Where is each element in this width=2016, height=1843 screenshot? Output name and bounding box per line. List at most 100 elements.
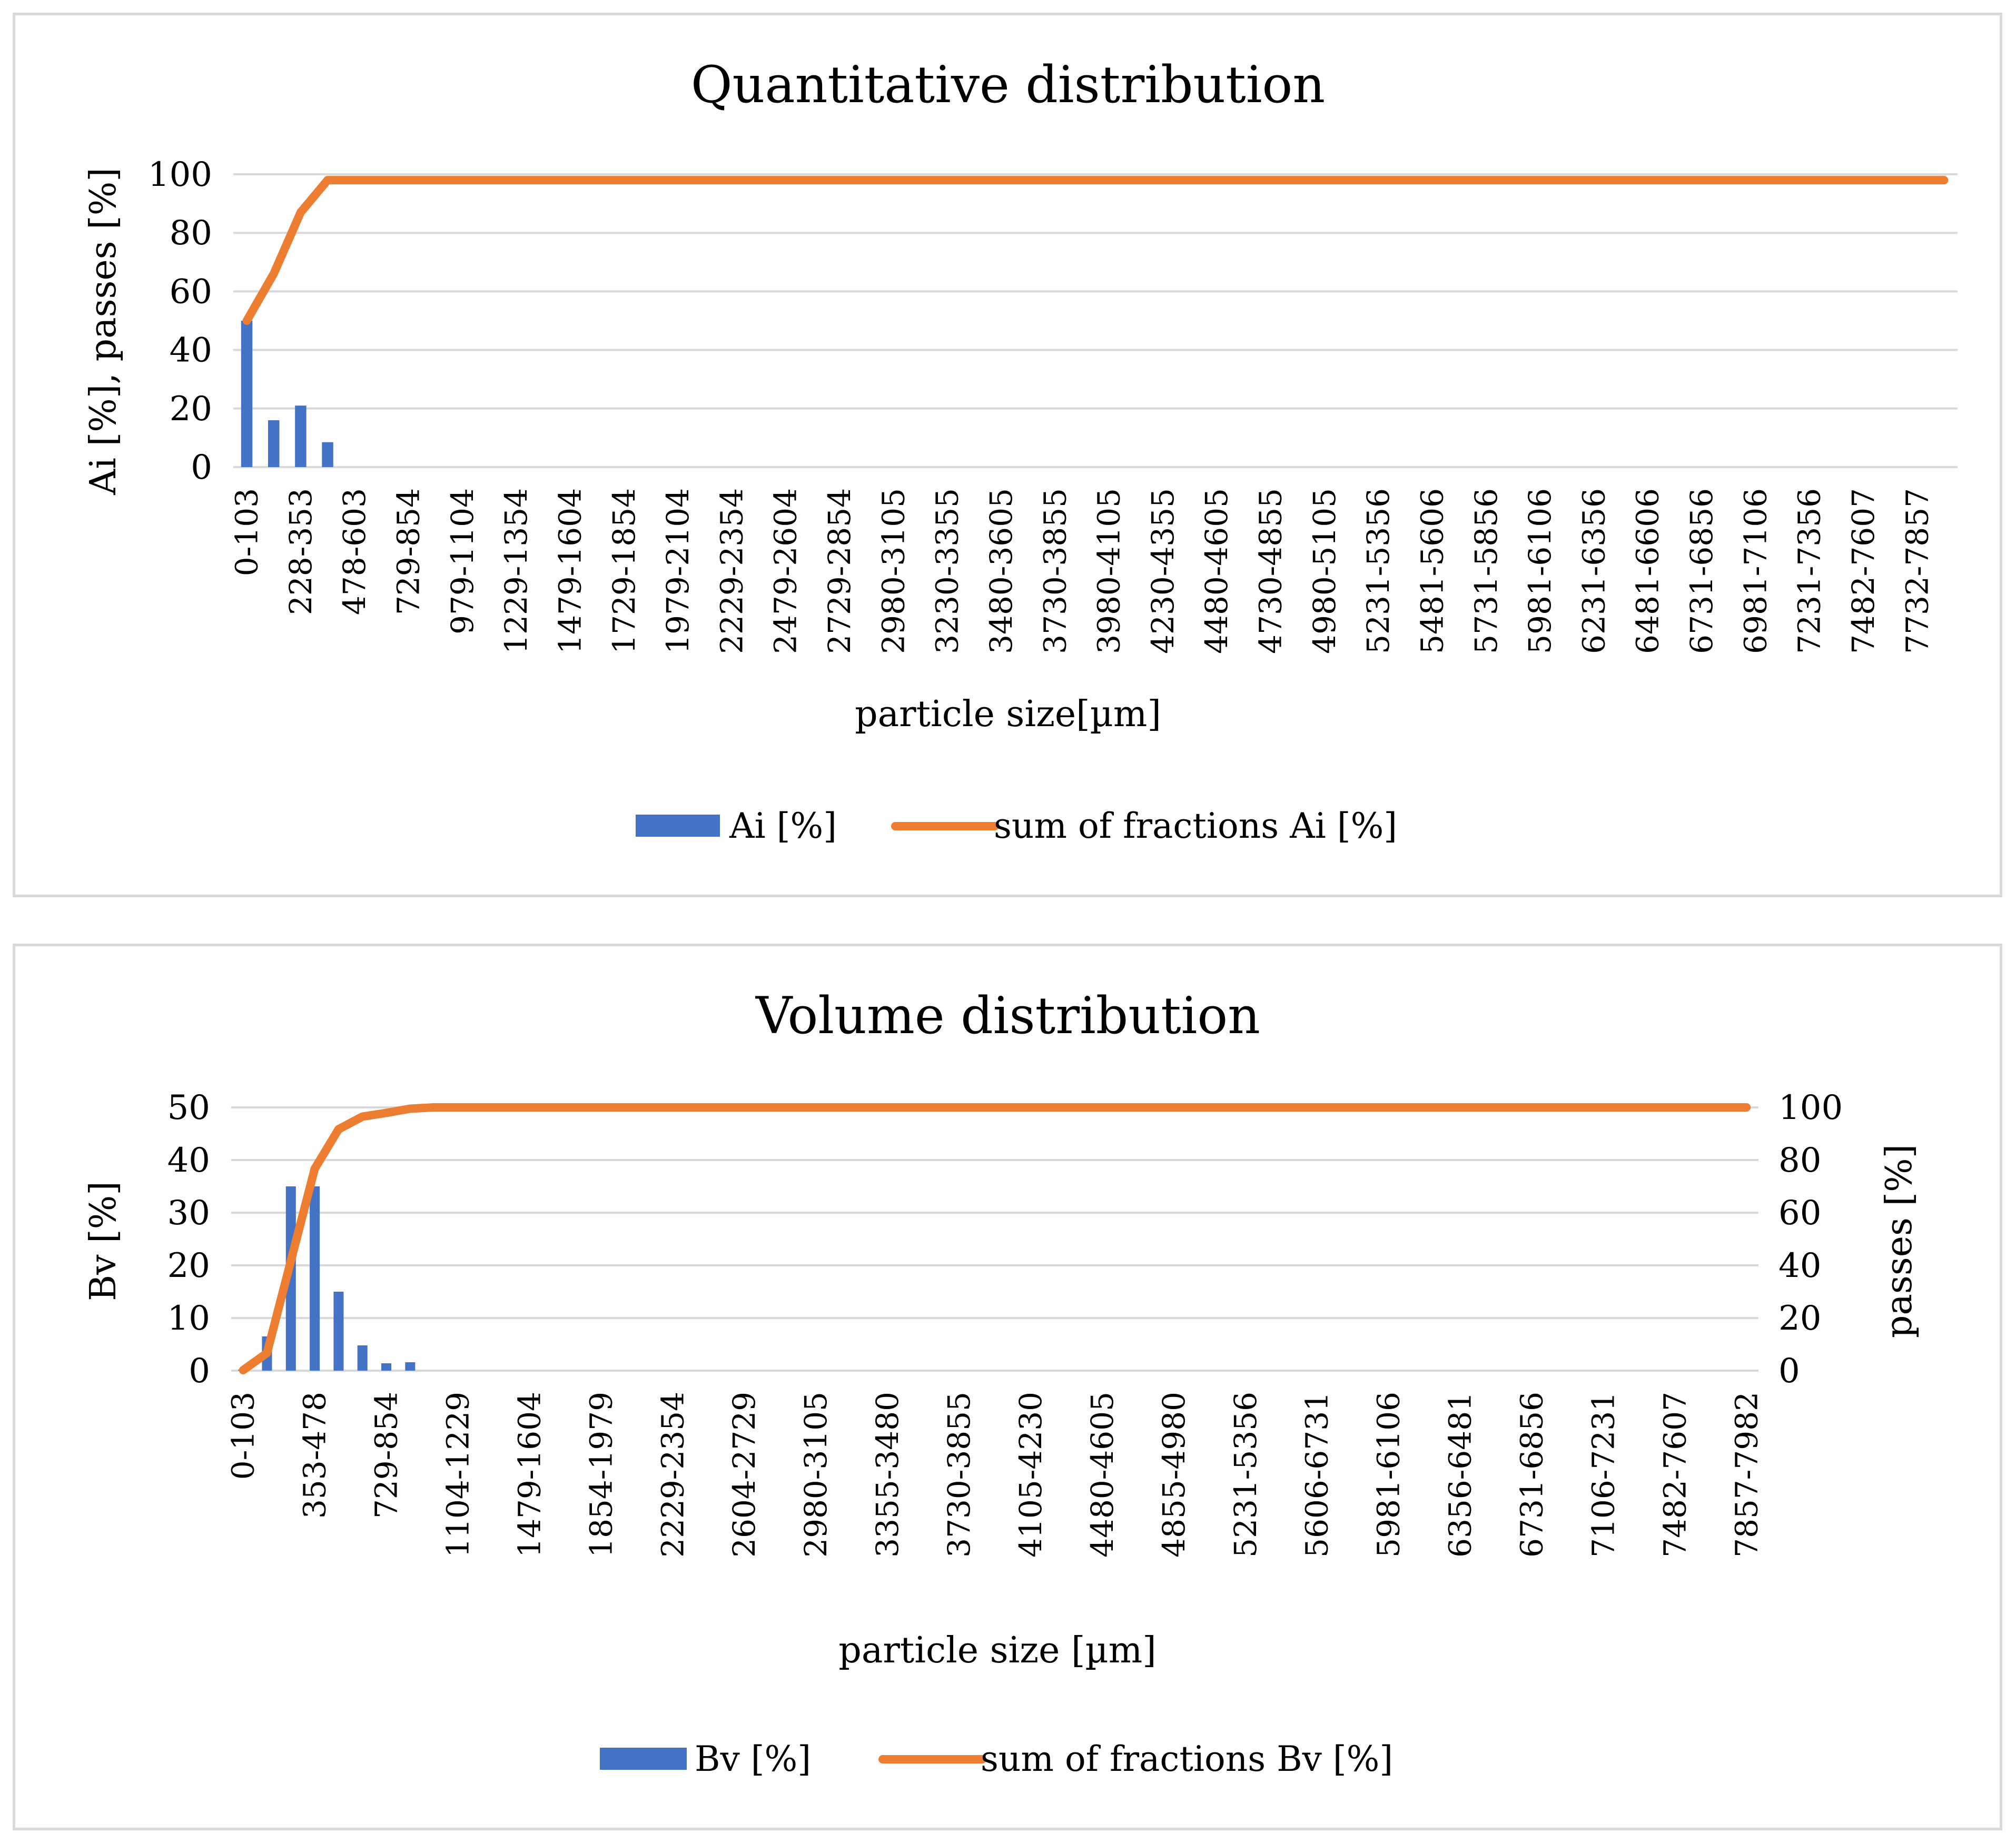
volume-chart: Volume distribution 0 10 20 30 40 50 0 20 40 60 8… xyxy=(83,986,1920,1779)
volume-chart-panel: Volume distribution 0 10 20 30 40 50 0 20 40 60 8… xyxy=(13,944,2002,1830)
y-tick-label: 40 xyxy=(170,331,212,370)
bar-603-729 xyxy=(357,1345,368,1371)
legend-label-line: sum of fractions Ai [%] xyxy=(994,806,1397,846)
bar-228-353 xyxy=(295,405,307,467)
x-axis-label: particle size [µm] xyxy=(838,1630,1156,1671)
legend-label-bar: Ai [%] xyxy=(729,806,837,846)
x-tick-label: 7482-7607 xyxy=(1657,1392,1693,1558)
legend: Bv [%] sum of fractions Bv [%] xyxy=(600,1739,1393,1779)
y-axis-label: Ai [%], passes [%] xyxy=(83,167,124,496)
x-tick-label: 1729-1854 xyxy=(606,488,642,654)
x-tick-label: 4480-4605 xyxy=(1199,488,1234,654)
x-tick-label: 0-103 xyxy=(229,488,265,576)
line-series-sum-bv xyxy=(239,1103,1751,1374)
x-tick-label: 2479-2604 xyxy=(768,488,804,654)
bar-103-228 xyxy=(268,420,280,467)
x-tick-label: 6981-7106 xyxy=(1737,488,1773,654)
x-tick-label: 6731-6856 xyxy=(1684,488,1719,654)
y2-tick-label: 100 xyxy=(1778,1088,1843,1127)
x-tick-label: 1979-2104 xyxy=(660,488,696,654)
x-tick-label: 1229-1354 xyxy=(498,488,534,654)
x-tick-label: 2229-2354 xyxy=(655,1392,690,1558)
x-axis-ticks: 0-103 228-353 478-603 729-854 979-1104 1229-1… xyxy=(229,488,1935,654)
x-tick-label: 3980-4105 xyxy=(1091,488,1127,654)
y2-tick-label: 80 xyxy=(1778,1141,1821,1180)
y-tick-label: 50 xyxy=(167,1088,210,1127)
bar-series-ai xyxy=(241,321,333,467)
x-tick-label: 5606-6731 xyxy=(1299,1392,1335,1558)
y-axis-label: Bv [%] xyxy=(83,1181,124,1301)
y-tick-label: 30 xyxy=(167,1194,210,1233)
x-tick-label: 7857-7982 xyxy=(1728,1392,1764,1558)
x-tick-label: 3355-3480 xyxy=(869,1392,905,1558)
y-tick-label: 60 xyxy=(170,272,212,311)
chart-title: Volume distribution xyxy=(755,986,1260,1045)
x-tick-label: 5981-6106 xyxy=(1371,1392,1407,1558)
y2-axis-ticks: 0 20 40 60 80 100 xyxy=(1778,1088,1843,1391)
y2-axis-label: passes [%] xyxy=(1879,1144,1920,1338)
cumulative-line xyxy=(242,176,1949,325)
cumulative-line xyxy=(239,1103,1751,1374)
gridlines xyxy=(233,173,1958,468)
x-axis-label: particle size[µm] xyxy=(855,693,1161,735)
x-tick-label: 6481-6606 xyxy=(1630,488,1666,654)
x-tick-label: 7482-7607 xyxy=(1845,488,1881,654)
x-tick-label: 1104-1229 xyxy=(440,1392,476,1558)
x-tick-label: 5731-5856 xyxy=(1468,488,1504,654)
quantitative-chart: Quantitative distribution 0 20 40 60 80 100 0… xyxy=(83,55,1958,846)
x-tick-label: 228-353 xyxy=(283,488,319,615)
x-tick-label: 2604-2729 xyxy=(726,1392,762,1558)
x-tick-label: 729-854 xyxy=(391,488,427,615)
x-tick-label: 1479-1604 xyxy=(511,1392,547,1558)
bar-353-478 xyxy=(322,442,333,467)
bar-353-478 xyxy=(310,1186,320,1371)
y2-tick-label: 60 xyxy=(1778,1194,1821,1233)
y2-tick-label: 0 xyxy=(1778,1352,1800,1391)
x-tick-label: 3730-3855 xyxy=(941,1392,977,1558)
bar-729-854 xyxy=(381,1363,392,1371)
x-tick-label: 979-1104 xyxy=(444,488,480,635)
legend-label-bar: Bv [%] xyxy=(695,1739,811,1779)
x-tick-label: 4855-4980 xyxy=(1156,1392,1192,1558)
gridlines xyxy=(231,1106,1758,1372)
y-tick-label: 0 xyxy=(191,448,212,487)
y-tick-label: 20 xyxy=(167,1246,210,1285)
x-tick-label: 2729-2854 xyxy=(822,488,857,654)
bar-series-bv xyxy=(238,1186,416,1371)
x-tick-label: 0-103 xyxy=(225,1392,261,1480)
x-tick-label: 6731-6856 xyxy=(1514,1392,1550,1558)
x-tick-label: 4230-4355 xyxy=(1145,488,1181,654)
x-tick-label: 5481-5606 xyxy=(1414,488,1450,654)
x-tick-label: 353-478 xyxy=(297,1392,333,1519)
x-tick-label: 6231-6356 xyxy=(1576,488,1612,654)
bar-854-979 xyxy=(405,1362,416,1371)
y2-tick-label: 20 xyxy=(1778,1299,1821,1338)
quantitative-chart-panel: Quantitative distribution 0 20 40 60 80 100 0… xyxy=(13,13,2002,897)
bar-478-603 xyxy=(333,1292,344,1371)
legend-swatch-bar xyxy=(600,1748,687,1770)
chart-title: Quantitative distribution xyxy=(691,55,1325,114)
x-tick-label: 4980-5105 xyxy=(1307,488,1342,654)
x-tick-label: 3730-3855 xyxy=(1037,488,1073,654)
x-tick-label: 5231-5356 xyxy=(1360,488,1396,654)
legend: Ai [%] sum of fractions Ai [%] xyxy=(636,806,1397,846)
y-tick-label: 10 xyxy=(167,1299,210,1338)
y-tick-label: 40 xyxy=(167,1141,210,1180)
x-tick-label: 1479-1604 xyxy=(552,488,588,654)
x-tick-label: 2980-3105 xyxy=(798,1392,834,1558)
bar-228-353 xyxy=(285,1186,296,1371)
x-tick-label: 7732-7857 xyxy=(1899,488,1935,654)
y-tick-label: 0 xyxy=(189,1352,210,1391)
x-tick-label: 3480-3605 xyxy=(983,488,1019,654)
legend-swatch-bar xyxy=(636,815,720,837)
bar-0-103 xyxy=(241,321,253,467)
y2-tick-label: 40 xyxy=(1778,1246,1821,1285)
x-tick-label: 5231-5356 xyxy=(1228,1392,1263,1558)
x-tick-label: 3230-3355 xyxy=(930,488,965,654)
x-tick-label: 7106-7231 xyxy=(1585,1392,1621,1558)
y-tick-label: 20 xyxy=(170,390,212,429)
x-tick-label: 5981-6106 xyxy=(1522,488,1558,654)
x-tick-label: 6356-6481 xyxy=(1442,1392,1478,1558)
x-tick-label: 478-603 xyxy=(337,488,372,615)
y-tick-label: 80 xyxy=(170,214,212,253)
